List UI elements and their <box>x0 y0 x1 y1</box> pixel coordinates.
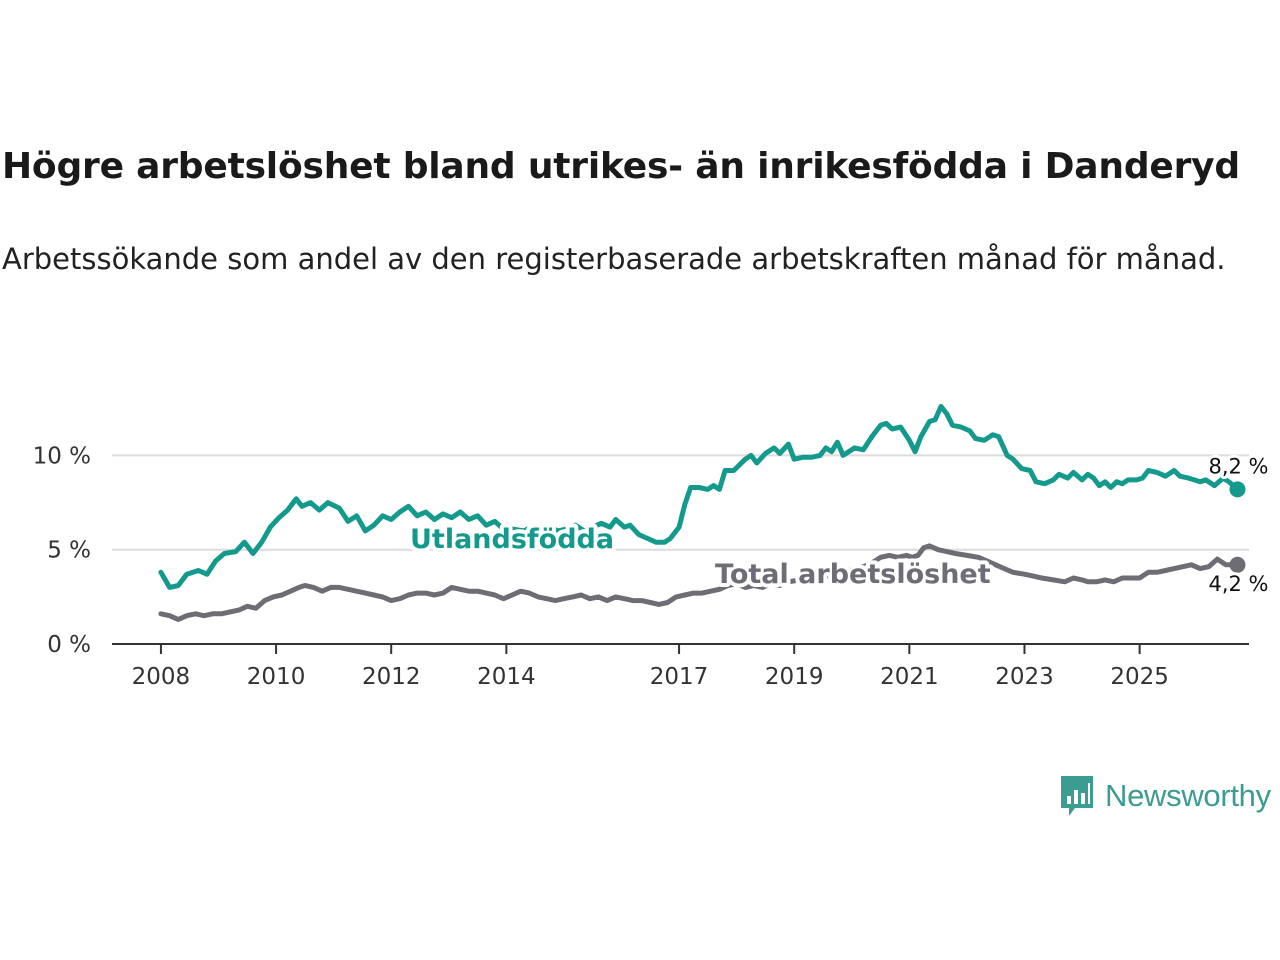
x-tick-label: 2023 <box>995 664 1054 690</box>
chart-subtitle: Arbetssökande som andel av den registerb… <box>2 242 1226 276</box>
x-tick-label: 2010 <box>247 664 306 690</box>
x-tick-label: 2012 <box>362 664 421 690</box>
series-name-label-1: Total arbetslöshet <box>715 559 991 590</box>
series-labels: Utlandsfödda Total arbetslöshet 8,2 % 4,2 % <box>406 451 1272 598</box>
x-tick-label: 2008 <box>132 664 191 690</box>
x-tick-label: 2014 <box>477 664 536 690</box>
newsworthy-logo: Newsworthy <box>1059 774 1271 818</box>
series-lines <box>158 403 1246 622</box>
series-end-marker-1 <box>1229 556 1246 573</box>
chart-title: Högre arbetslöshet bland utrikes- än inr… <box>2 146 1240 187</box>
bar-chart-speech-bubble-icon <box>1061 776 1093 816</box>
series-end-marker-0 <box>1229 481 1246 498</box>
logo-text: Newsworthy <box>1105 778 1271 813</box>
x-tick-label: 2017 <box>650 664 709 690</box>
y-tick-label: 10 % <box>33 443 91 469</box>
x-tick-label: 2019 <box>765 664 824 690</box>
x-tick-label: 2025 <box>1110 664 1169 690</box>
gridlines <box>112 454 1249 551</box>
series-end-label-1: 4,2 % <box>1208 572 1268 596</box>
series-line-1 <box>158 543 1240 622</box>
series-end-label-0: 8,2 % <box>1208 454 1268 478</box>
series-name-label-0: Utlandsfödda <box>410 524 614 555</box>
series-line-0 <box>158 403 1240 590</box>
axes: 0 % 5 % 10 % 2008 2010 2012 2014 2017 2019 2021 20… <box>33 443 1249 690</box>
x-tick-label: 2021 <box>880 664 939 690</box>
y-tick-label: 5 % <box>47 538 91 564</box>
y-tick-label: 0 % <box>47 632 91 658</box>
